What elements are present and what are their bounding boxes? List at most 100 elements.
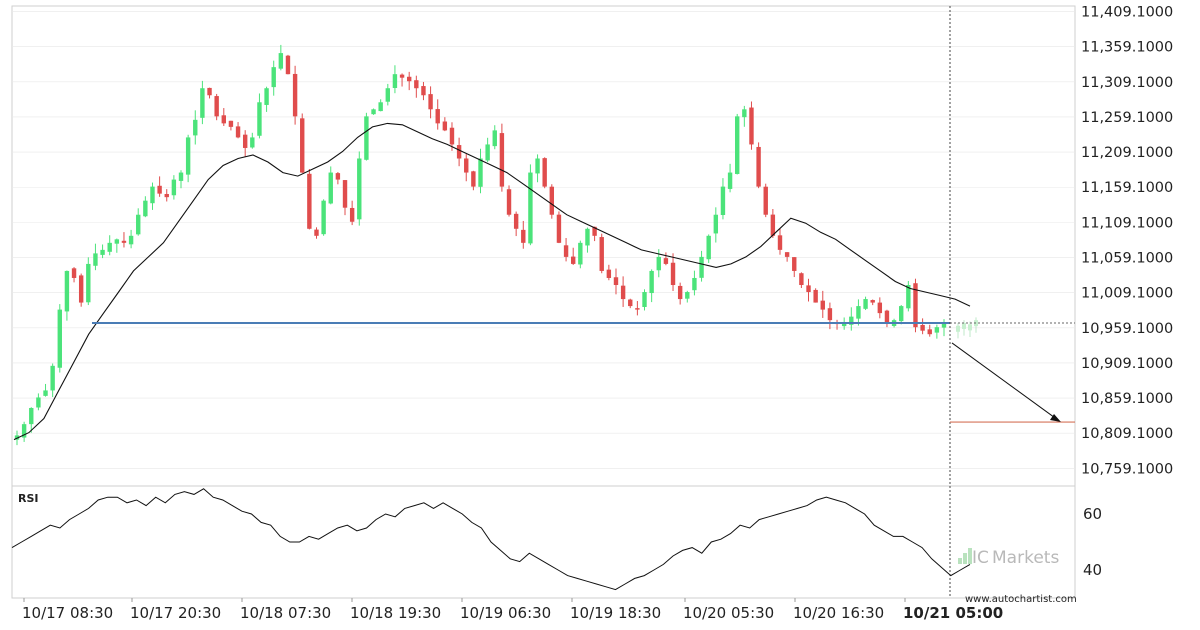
candle-body xyxy=(556,214,562,243)
price-tick-label: 10,759.1000 xyxy=(1081,461,1173,477)
candle-body xyxy=(57,309,62,368)
brand-logo-bar xyxy=(963,553,967,564)
candle-body xyxy=(777,235,783,250)
x-tick-label: 10/20 05:30 xyxy=(683,604,774,622)
candle-body xyxy=(449,127,455,145)
time-x-axis: 10/17 08:30 10/17 20:30 10/18 07:30 10/18 1… xyxy=(22,598,1003,622)
candle-body xyxy=(535,158,540,174)
candle-body xyxy=(549,186,555,215)
candle-body xyxy=(720,186,726,216)
candle-body xyxy=(784,252,790,257)
candle-body xyxy=(713,214,719,234)
candle-body xyxy=(414,80,419,89)
candle-body xyxy=(913,283,918,328)
x-tick-label: 10/17 20:30 xyxy=(130,604,221,622)
candle-body xyxy=(499,133,505,187)
price-tick-label: 10,959.1000 xyxy=(1081,321,1173,337)
candle-body xyxy=(292,73,298,117)
candle-body xyxy=(485,144,490,161)
brand-logo-bar xyxy=(968,548,972,564)
price-tick-label: 10,809.1000 xyxy=(1081,426,1173,442)
candle-body xyxy=(342,180,348,208)
candle-body xyxy=(606,269,612,278)
candle-body xyxy=(136,214,141,235)
candle-body xyxy=(542,158,547,187)
candle-body xyxy=(863,299,868,309)
price-tick-label: 11,259.1000 xyxy=(1081,110,1173,126)
brand-logo-bar xyxy=(958,558,962,564)
price-tick-label: 10,909.1000 xyxy=(1081,356,1173,372)
candle-body xyxy=(349,207,355,222)
candle-body xyxy=(670,262,676,286)
candle-body xyxy=(300,118,305,173)
candle-body xyxy=(827,308,833,321)
candle-body xyxy=(906,285,911,309)
candle-body xyxy=(870,300,875,303)
candle-body xyxy=(406,76,412,82)
candle-body xyxy=(521,229,526,243)
x-tick-label: 10/20 16:30 xyxy=(793,604,884,622)
x-tick-label: 10/18 07:30 xyxy=(240,604,331,622)
candle-body xyxy=(371,109,376,115)
chart-frame xyxy=(11,5,1076,599)
candle-body xyxy=(813,289,818,303)
candle-body xyxy=(941,323,947,328)
candle-body xyxy=(613,277,619,286)
candle-body xyxy=(464,158,469,173)
price-tick-label: 10,859.1000 xyxy=(1081,391,1173,407)
candle-body xyxy=(150,186,155,204)
candle-body xyxy=(421,86,426,96)
candle-body xyxy=(107,242,112,252)
credit-text: www.autochartist.com xyxy=(965,594,1077,605)
candle-body xyxy=(428,94,433,110)
candle-body xyxy=(364,116,369,160)
candle-body xyxy=(806,285,811,293)
candle-body xyxy=(14,435,20,440)
brand-watermark: IC Markets xyxy=(958,548,1059,568)
rsi-panel: RSI 60 40 xyxy=(11,488,1102,591)
candle-body xyxy=(392,74,398,89)
candle-body xyxy=(528,172,533,244)
candle-body xyxy=(121,240,127,243)
candle-body xyxy=(471,171,476,187)
candle-body xyxy=(706,235,711,260)
price-tick-label: 11,209.1000 xyxy=(1081,145,1173,161)
candle-body xyxy=(36,397,41,408)
candle-body xyxy=(735,116,740,174)
candle-body xyxy=(242,134,248,148)
candle-body xyxy=(620,285,626,300)
price-tick-label: 11,109.1000 xyxy=(1081,215,1173,231)
rsi-tick-label: 60 xyxy=(1083,505,1102,523)
candle-body xyxy=(749,107,754,145)
candle-body xyxy=(770,214,776,236)
candle-body xyxy=(71,268,77,278)
price-gridlines xyxy=(12,11,1075,469)
candle-body xyxy=(164,193,169,198)
candle-body xyxy=(849,316,854,325)
candle-body xyxy=(563,245,569,257)
candle-body xyxy=(200,88,205,118)
candle-body xyxy=(86,263,91,303)
candle-body xyxy=(314,229,319,236)
candle-body xyxy=(506,189,512,215)
forecast-arrowhead xyxy=(1050,414,1061,423)
candle-body xyxy=(29,407,34,425)
candle-body xyxy=(492,130,497,147)
future-candle-body xyxy=(956,325,960,332)
candle-body xyxy=(856,306,861,319)
candle-body xyxy=(599,237,604,271)
candle-body xyxy=(178,172,184,181)
x-tick-label: 10/21 05:00 xyxy=(903,604,1003,622)
candle-body xyxy=(271,67,276,88)
candle-body xyxy=(21,424,27,438)
price-tick-label: 11,309.1000 xyxy=(1081,75,1173,91)
candle-body xyxy=(742,109,747,118)
candle-body xyxy=(64,270,70,312)
candle-body xyxy=(635,308,640,310)
candle-body xyxy=(143,200,148,217)
candle-body xyxy=(792,257,797,271)
candle-body xyxy=(193,119,198,136)
rsi-title: RSI xyxy=(18,492,39,505)
x-tick-label: 10/17 08:30 xyxy=(22,604,113,622)
